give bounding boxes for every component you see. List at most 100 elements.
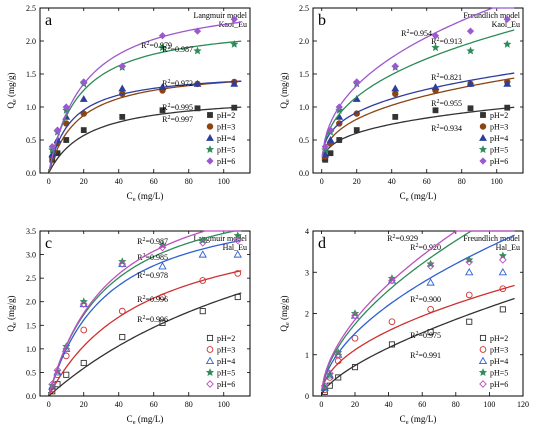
- panel-letter: d: [318, 235, 326, 252]
- data-point: [503, 15, 511, 23]
- y-tick-label: 3.0: [26, 251, 36, 260]
- model-annotation: Kaol_Eu: [219, 20, 247, 29]
- fit-curve: [321, 77, 515, 160]
- legend-marker: [206, 123, 214, 130]
- data-point: [234, 293, 241, 301]
- fit-curve: [321, 284, 515, 391]
- r2-label: R2=0.991: [410, 351, 441, 360]
- fit-curve: [321, 230, 515, 389]
- y-tick-label: 1.5: [26, 321, 36, 330]
- series-pH6: [48, 15, 242, 171]
- legend-label: pH=3: [217, 123, 235, 132]
- r2-label: R2=0.995: [162, 103, 193, 112]
- data-point: [431, 43, 440, 52]
- series-pH2: [321, 104, 515, 163]
- data-point: [159, 319, 166, 326]
- series-pH5: [48, 39, 242, 171]
- legend-label: pH=3: [217, 346, 235, 355]
- y-tick-label: 2.0: [299, 37, 309, 46]
- x-tick-label: 0: [47, 177, 51, 186]
- data-point: [431, 83, 440, 91]
- plot-frame: [39, 230, 251, 397]
- legend-label: pH=5: [217, 369, 235, 378]
- fit-curve: [48, 230, 242, 395]
- legend-marker: [205, 145, 215, 154]
- legend-label: pH=2: [490, 334, 508, 343]
- plot-frame: [312, 7, 524, 174]
- r2-label: R2=0.996: [137, 315, 168, 324]
- legend-label: pH=4: [490, 134, 508, 143]
- x-tick-label: 0: [319, 400, 323, 409]
- data-point: [335, 374, 342, 381]
- data-point: [48, 142, 56, 151]
- model-annotation: Langmuir model: [193, 11, 247, 20]
- r2-label: R2=0.920: [410, 243, 441, 252]
- fit-curve: [48, 292, 242, 397]
- r2-label: R2=0.996: [137, 295, 168, 304]
- x-tick-label: 80: [458, 177, 466, 186]
- x-tick-label: 60: [418, 400, 426, 409]
- legend-marker: [479, 346, 487, 353]
- x-tick-label: 0: [47, 400, 51, 409]
- y-tick-label: 1.0: [299, 103, 309, 112]
- data-point: [388, 318, 396, 326]
- r2-label: R2=0.987: [137, 237, 168, 246]
- y-tick-label: 3: [305, 268, 309, 277]
- legend: pH=2 pH=3 pH=4 pH=5 pH=6: [205, 334, 235, 389]
- y-tick-label: 2.5: [26, 4, 36, 13]
- series-pH6: [320, 230, 515, 390]
- x-tick-label: 60: [150, 400, 158, 409]
- data-point: [504, 104, 511, 111]
- data-point: [325, 369, 334, 378]
- data-point: [426, 278, 435, 286]
- legend-label: pH=2: [217, 111, 235, 120]
- y-tick-label: 2: [305, 310, 309, 319]
- model-annotation: Freundlich model: [463, 11, 520, 20]
- chart-panel-d: 0 20 40 60 80 100 120 0 1 2 3 4 Ce (mg/L) Qe (mg/g) d F…: [279, 227, 529, 426]
- y-tick-label: 1.5: [299, 70, 309, 79]
- series-pH5: [321, 29, 515, 158]
- series-pH2: [321, 297, 515, 395]
- x-tick-label: 60: [423, 177, 431, 186]
- data-point: [426, 259, 435, 268]
- data-point: [465, 267, 474, 276]
- y-tick-label: 2.0: [26, 37, 36, 46]
- data-point: [392, 90, 399, 98]
- data-point: [431, 32, 440, 40]
- data-point: [233, 236, 242, 245]
- legend-label: pH=2: [490, 111, 508, 120]
- data-point: [503, 39, 512, 48]
- data-point: [158, 32, 167, 40]
- r2-label: R2=0.954: [401, 29, 432, 38]
- data-point: [388, 276, 396, 285]
- fit-curve: [48, 106, 242, 173]
- x-tick-label: 40: [115, 400, 123, 409]
- y-tick-label: 0.5: [299, 136, 309, 145]
- x-tick-label: 100: [218, 400, 230, 409]
- fit-curve: [321, 106, 515, 162]
- data-point: [119, 334, 126, 341]
- x-axis-title: Ce (mg/L): [127, 414, 164, 426]
- data-point: [427, 306, 434, 313]
- r2-label: R2=0.934: [431, 124, 462, 133]
- data-point: [503, 79, 512, 87]
- data-point: [159, 293, 166, 301]
- data-point: [320, 381, 329, 390]
- model-annotation: Hal_Eu: [223, 243, 247, 252]
- data-point: [118, 62, 126, 70]
- data-point: [353, 127, 360, 133]
- legend-label: pH=4: [217, 357, 235, 366]
- r2-label: R2=0.929: [387, 234, 418, 243]
- data-point: [63, 137, 70, 143]
- series-pH5: [320, 230, 515, 391]
- data-point: [353, 78, 361, 86]
- y-tick-label: 0: [305, 392, 309, 401]
- series-pH6: [48, 230, 242, 395]
- data-point: [467, 105, 474, 112]
- data-point: [426, 262, 435, 270]
- legend-label: pH=5: [217, 146, 235, 155]
- data-point: [194, 105, 201, 112]
- data-point: [158, 243, 167, 252]
- legend-marker: [479, 380, 487, 388]
- data-point: [327, 150, 334, 157]
